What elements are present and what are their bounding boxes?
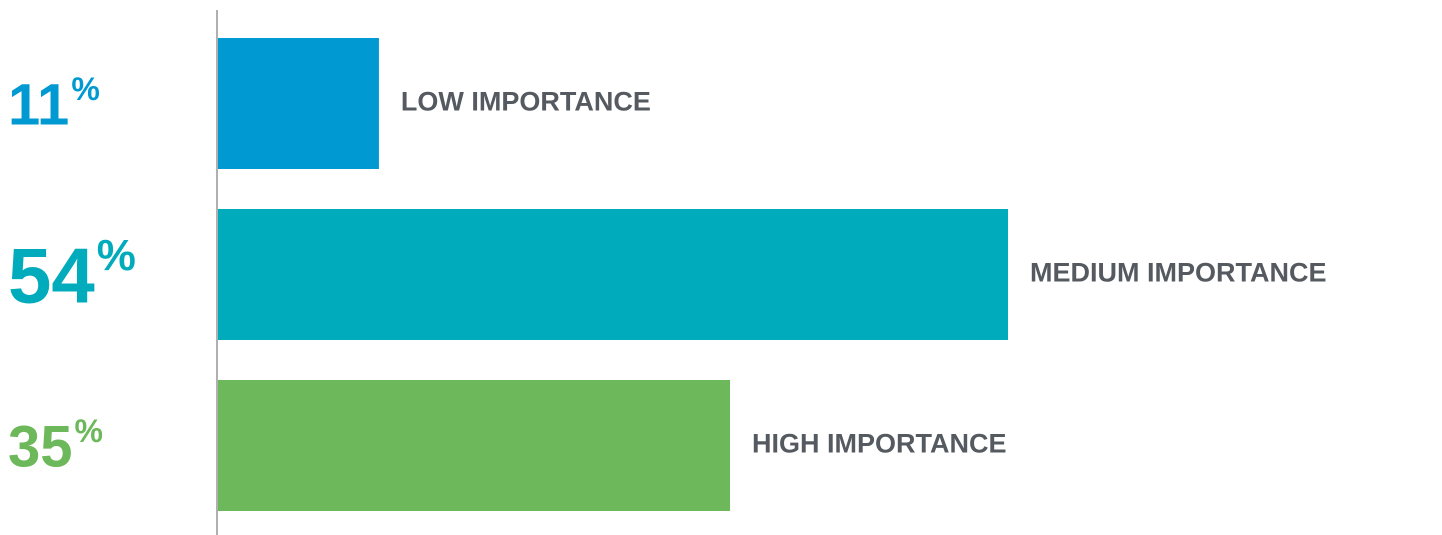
data-label-1: 54 xyxy=(8,232,95,320)
percent-sign-1: % xyxy=(97,231,136,280)
percent-sign-0: % xyxy=(71,71,99,107)
category-label-1: MEDIUM IMPORTANCE xyxy=(1030,258,1327,288)
bar-2 xyxy=(218,380,731,511)
bar-1 xyxy=(218,209,1008,340)
percent-sign-2: % xyxy=(75,413,103,449)
data-label-0: 11 xyxy=(8,72,69,137)
category-label-0: LOW IMPORTANCE xyxy=(401,87,651,117)
category-label-2: HIGH IMPORTANCE xyxy=(752,429,1007,459)
bar-0 xyxy=(218,38,379,169)
data-label-2: 35 xyxy=(8,414,73,479)
